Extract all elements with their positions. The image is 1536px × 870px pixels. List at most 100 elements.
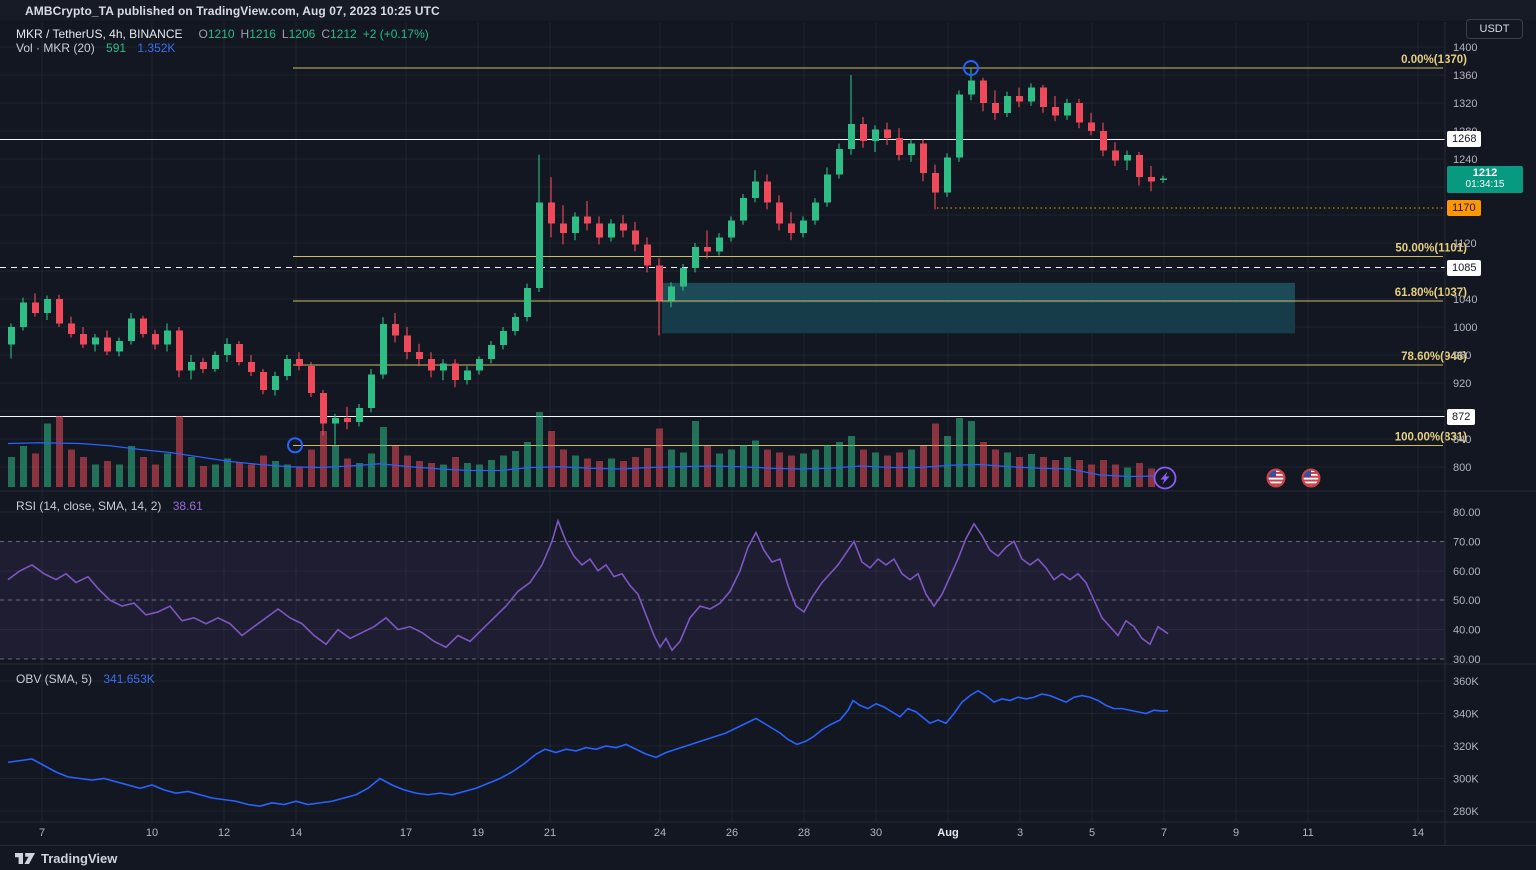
candle-body <box>44 299 51 313</box>
volume-bar <box>320 430 327 487</box>
svg-text:28: 28 <box>798 827 810 839</box>
open-value: 1210 <box>207 27 235 41</box>
low-label: L <box>281 27 289 41</box>
candle-body <box>608 223 615 238</box>
candle-body <box>332 418 339 424</box>
candle-body <box>344 418 351 423</box>
us-event-flag-icon[interactable] <box>1301 468 1321 488</box>
volume-bar <box>776 452 783 487</box>
candle-body <box>68 323 75 334</box>
obv-indicator-row: OBV (SMA, 5) 341.653K <box>16 672 155 686</box>
candle-body <box>320 392 327 424</box>
candle-body <box>872 129 879 141</box>
candle-body <box>152 334 159 345</box>
candle-body <box>1016 96 1023 102</box>
volume-indicator-row: Vol · MKR (20) 591 1.352K <box>16 41 175 55</box>
candle-body <box>116 341 123 352</box>
svg-text:1400: 1400 <box>1453 42 1477 54</box>
candle-body <box>548 202 555 224</box>
volume-bar <box>500 455 507 487</box>
volume-bar <box>272 460 279 487</box>
candle-body <box>56 299 63 324</box>
footer-bar: TradingView <box>0 845 1536 870</box>
svg-text:1120: 1120 <box>1453 238 1477 250</box>
candle-body <box>968 80 975 95</box>
candle-body <box>728 220 735 238</box>
candle-body <box>884 129 891 138</box>
high-label: H <box>240 27 250 41</box>
candle-body <box>740 198 747 221</box>
fib-anchor-handle[interactable] <box>963 60 979 76</box>
volume-bar <box>668 449 675 487</box>
open-label: O <box>198 27 208 41</box>
tradingview-logo[interactable]: TradingView <box>14 851 117 866</box>
rsi-line <box>7 518 1169 652</box>
volume-bar <box>476 464 483 487</box>
svg-text:7: 7 <box>1161 827 1167 839</box>
volume-bar <box>800 453 807 487</box>
candle-body <box>80 334 87 345</box>
supply-zone[interactable] <box>662 282 1295 334</box>
obv-line <box>7 689 1169 807</box>
candle-body <box>212 355 219 369</box>
fib-anchor-handle[interactable] <box>287 437 303 454</box>
candle-body <box>404 335 411 353</box>
volume-ma-value: 1.352K <box>137 41 176 55</box>
candle-body <box>20 302 27 327</box>
candle-body <box>1112 150 1119 161</box>
candle-body <box>536 202 543 288</box>
fib-level-label: 0.00%(1370) <box>1401 54 1467 66</box>
volume-bar <box>860 449 867 487</box>
volume-bar <box>380 427 387 487</box>
obv-indicator-title[interactable]: OBV (SMA, 5) <box>16 672 93 686</box>
candles-layer <box>8 68 1167 445</box>
candle-body <box>1052 107 1059 116</box>
svg-text:40.00: 40.00 <box>1453 625 1481 637</box>
volume-bar <box>1076 460 1083 487</box>
currency-toggle-button[interactable]: USDT <box>1466 19 1523 39</box>
pane-separators[interactable] <box>0 22 1536 845</box>
volume-bar <box>212 464 219 487</box>
candle-body <box>680 268 687 287</box>
price-level-lines[interactable] <box>0 138 1445 418</box>
svg-text:1360: 1360 <box>1453 70 1477 82</box>
high-value: 1216 <box>249 27 276 41</box>
volume-bar <box>416 460 423 487</box>
volume-bar <box>164 453 171 487</box>
volume-bar <box>140 457 147 487</box>
volume-bar <box>488 460 495 487</box>
volume-bar <box>608 458 615 487</box>
candle-body <box>752 181 759 199</box>
svg-text:360K: 360K <box>1453 676 1479 688</box>
volume-bar <box>44 423 51 487</box>
volume-bar <box>872 452 879 487</box>
volume-bar <box>200 466 207 487</box>
candle-body <box>1004 96 1011 113</box>
candle-body <box>1100 131 1107 151</box>
volume-bar <box>224 458 231 487</box>
candle-body <box>176 330 183 371</box>
candle-body <box>860 124 867 141</box>
price-axis[interactable]: 1400136013201280124011201040100096092084… <box>1453 42 1481 818</box>
rsi-indicator-title[interactable]: RSI (14, close, SMA, 14, 2) <box>16 499 162 513</box>
candle-body <box>500 331 507 346</box>
bar-replay-lightning-icon[interactable] <box>1153 466 1177 490</box>
candle-body <box>356 408 363 423</box>
symbol-title[interactable]: MKR / TetherUS, 4h, BINANCE <box>16 27 183 41</box>
svg-text:9: 9 <box>1233 827 1239 839</box>
volume-indicator-title[interactable]: Vol · MKR (20) <box>16 41 95 55</box>
time-axis[interactable]: 7 10 12 14 17 19 21 24 26 28 30 Aug 3 5 7 9 11 14 <box>39 827 1424 839</box>
candle-body <box>788 223 795 234</box>
candle-body <box>560 223 567 234</box>
svg-text:3: 3 <box>1017 827 1023 839</box>
fibonacci-retracement[interactable]: 0.00%(1370) 50.00%(1101) 61.80%(1037) 78.60… <box>293 54 1467 446</box>
volume-bar <box>752 440 759 487</box>
candle-body <box>1088 122 1095 131</box>
svg-text:920: 920 <box>1453 378 1471 390</box>
svg-text:26: 26 <box>726 827 738 839</box>
candle-body <box>1136 154 1143 178</box>
candle-body <box>248 362 255 372</box>
us-event-flag-icon[interactable] <box>1266 468 1286 488</box>
candle-body <box>920 143 927 173</box>
